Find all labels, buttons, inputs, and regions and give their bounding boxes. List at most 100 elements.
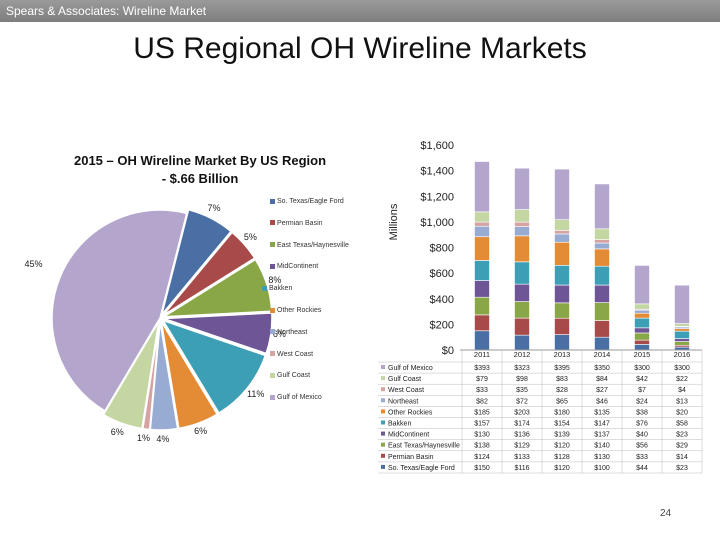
table-cell: $13 <box>676 398 688 405</box>
y-tick-label: $200 <box>430 319 454 331</box>
table-legend-swatch <box>381 431 385 436</box>
bar-segment <box>514 334 530 351</box>
table-cell: $300 <box>634 365 650 372</box>
table-cell: $72 <box>516 398 528 405</box>
pie-value-label: 7% <box>207 203 221 214</box>
table-cell: $157 <box>474 421 490 428</box>
table-legend-swatch <box>381 398 385 403</box>
bar-segment <box>674 341 690 346</box>
bar-segment <box>474 221 490 227</box>
table-cell: $136 <box>514 432 530 439</box>
legend-label: Gulf Coast <box>277 372 311 380</box>
legend-swatch <box>270 394 275 400</box>
legend-label: Bakken <box>269 285 293 293</box>
bar-segment <box>514 209 530 223</box>
table-legend-swatch <box>381 409 385 414</box>
table-cell: $116 <box>514 465 529 472</box>
table-cell: $20 <box>676 409 688 416</box>
table-cell: $140 <box>594 443 610 450</box>
legend-swatch <box>270 264 275 270</box>
pie-legend-item: West Coast <box>270 351 313 358</box>
pie-value-label: 8% <box>268 275 282 286</box>
page-number: 24 <box>660 508 672 519</box>
table-cell: $33 <box>636 454 648 461</box>
y-tick-label: $0 <box>442 345 454 357</box>
table-cell: $137 <box>594 432 610 439</box>
y-axis-label: Millions <box>388 203 400 240</box>
bar-segment <box>594 284 610 303</box>
table-row-label: Other Rockies <box>388 409 433 416</box>
y-tick-label: $1,000 <box>420 217 454 229</box>
table-cell: $350 <box>594 365 610 372</box>
y-tick-label: $600 <box>430 268 454 280</box>
table-cell: $40 <box>636 432 648 439</box>
bar-segment <box>674 284 690 324</box>
bar-segment <box>554 168 570 220</box>
slide-title: US Regional OH Wireline Markets <box>133 32 587 65</box>
bar-segment <box>674 338 690 342</box>
pie-slice <box>161 208 232 315</box>
pie-slice <box>161 319 267 414</box>
bar-segment <box>634 265 650 305</box>
pie-value-label: 6% <box>110 426 124 437</box>
bar-segment <box>594 336 610 351</box>
bar-segment <box>554 302 570 319</box>
x-tick-label: 2013 <box>554 350 571 359</box>
table-cell: $128 <box>554 454 570 461</box>
table-cell: $24 <box>636 398 648 405</box>
table-cell: $35 <box>516 387 528 394</box>
x-tick-label: 2014 <box>594 350 611 359</box>
legend-swatch <box>262 285 267 291</box>
table-cell: $185 <box>474 409 490 416</box>
table-row-label: Gulf Coast <box>388 376 421 383</box>
bar-segment <box>474 280 490 298</box>
bar-segment <box>594 265 610 286</box>
pie-value-label: 1% <box>137 433 151 444</box>
pie-legend-item: Permian Basin <box>270 220 323 227</box>
table-legend-swatch <box>381 464 385 469</box>
pie-slice <box>160 321 219 430</box>
table-legend-swatch <box>381 453 385 458</box>
y-tick-label: $1,600 <box>420 140 454 152</box>
table-cell: $129 <box>514 443 530 450</box>
bar-segment <box>594 302 610 321</box>
bar-segment <box>554 233 570 243</box>
y-tick-label: $1,200 <box>420 191 454 203</box>
pie-slice <box>102 321 160 430</box>
table-cell: $139 <box>554 432 570 439</box>
legend-label: Northeast <box>277 328 308 336</box>
legend-label: Permian Basin <box>277 219 323 227</box>
table-cell: $133 <box>514 454 530 461</box>
table-cell: $130 <box>594 454 610 461</box>
table-cell: $395 <box>554 365 570 372</box>
pie-slice <box>51 209 188 412</box>
pie-legend-item: Gulf Coast <box>270 372 310 379</box>
pie-value-label: 5% <box>243 231 257 242</box>
bar-segment <box>594 228 610 240</box>
pie-legend-item: Other Rockies <box>270 307 321 314</box>
bar-segment <box>474 260 490 281</box>
table-cell: $393 <box>474 365 490 372</box>
bar-segment <box>594 248 610 267</box>
table-cell: $44 <box>636 465 648 472</box>
table-row-label: Gulf of Mexico <box>388 365 433 372</box>
table-cell: $98 <box>516 376 528 383</box>
table-cell: $154 <box>554 421 570 428</box>
y-tick-label: $1,400 <box>420 166 454 178</box>
table-cell: $150 <box>474 465 490 472</box>
bar-segment <box>674 328 690 332</box>
table-cell: $28 <box>556 387 568 394</box>
table-row-label: East Texas/Haynesville <box>388 443 460 450</box>
bar-segment <box>634 327 650 334</box>
bar-segment <box>634 303 650 310</box>
table-row-label: Permian Basin <box>388 454 434 461</box>
table-cell: $14 <box>676 454 688 461</box>
table-cell: $82 <box>476 398 488 405</box>
table-cell: $7 <box>638 387 646 394</box>
bar-segment <box>474 236 490 261</box>
bar-segment <box>554 219 570 231</box>
pie-title-line: 2015 – OH Wireline Market By US Region <box>73 153 327 168</box>
bar-segment <box>474 225 490 238</box>
